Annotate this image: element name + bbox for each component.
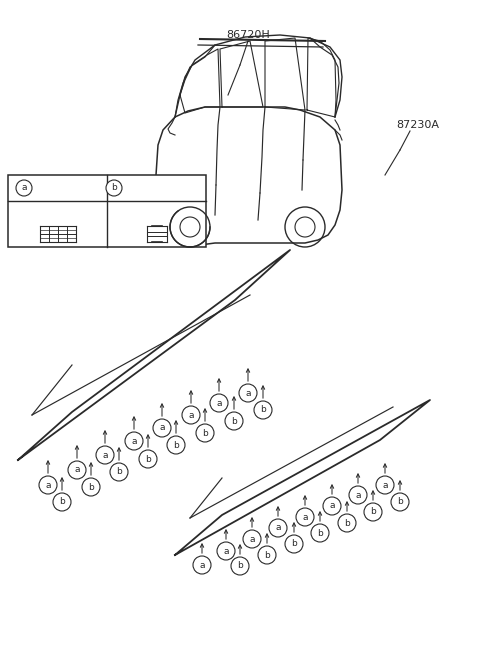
Text: b: b (237, 561, 243, 571)
Text: a: a (188, 411, 194, 419)
Circle shape (338, 514, 356, 532)
Text: b: b (317, 529, 323, 538)
Circle shape (217, 542, 235, 560)
Text: b: b (231, 417, 237, 426)
Text: b: b (291, 540, 297, 548)
Circle shape (39, 476, 57, 494)
Circle shape (296, 508, 314, 526)
Circle shape (285, 535, 303, 553)
Circle shape (364, 503, 382, 521)
Circle shape (391, 493, 409, 511)
Circle shape (239, 384, 257, 402)
Text: a: a (74, 466, 80, 474)
Circle shape (193, 556, 211, 574)
Text: a: a (199, 561, 205, 569)
Text: 86725C: 86725C (36, 183, 76, 193)
Bar (8, 175, 206, 247)
Circle shape (96, 446, 114, 464)
Text: 87232A: 87232A (126, 183, 166, 193)
Circle shape (269, 519, 287, 537)
Circle shape (243, 530, 261, 548)
Circle shape (167, 436, 185, 454)
Circle shape (258, 546, 276, 564)
Text: b: b (264, 550, 270, 559)
Circle shape (225, 412, 243, 430)
Text: b: b (202, 428, 208, 438)
Text: a: a (302, 512, 308, 521)
Circle shape (254, 401, 272, 419)
Text: a: a (223, 546, 229, 555)
Text: a: a (382, 481, 388, 489)
Text: 86720H: 86720H (226, 30, 270, 40)
Circle shape (68, 461, 86, 479)
Text: b: b (370, 508, 376, 517)
Text: b: b (344, 519, 350, 527)
Text: a: a (21, 183, 27, 193)
Circle shape (106, 180, 122, 196)
Text: b: b (116, 468, 122, 476)
Circle shape (53, 493, 71, 511)
Circle shape (311, 524, 329, 542)
Circle shape (349, 486, 367, 504)
Text: a: a (275, 523, 281, 533)
Text: a: a (131, 436, 137, 445)
Text: b: b (145, 455, 151, 464)
Circle shape (139, 450, 157, 468)
Text: a: a (159, 424, 165, 432)
Text: 87230A: 87230A (396, 120, 440, 130)
Circle shape (196, 424, 214, 442)
Text: b: b (173, 441, 179, 449)
Text: a: a (249, 534, 255, 544)
Text: a: a (102, 451, 108, 460)
Circle shape (210, 394, 228, 412)
Circle shape (376, 476, 394, 494)
Text: b: b (111, 183, 117, 193)
Circle shape (82, 478, 100, 496)
Text: b: b (88, 483, 94, 491)
Text: b: b (260, 405, 266, 415)
Text: a: a (45, 481, 51, 489)
Circle shape (153, 419, 171, 437)
Text: a: a (216, 398, 222, 407)
Circle shape (125, 432, 143, 450)
Circle shape (182, 406, 200, 424)
Text: b: b (397, 498, 403, 506)
Text: a: a (355, 491, 361, 500)
Text: a: a (245, 388, 251, 398)
Text: b: b (59, 498, 65, 506)
Circle shape (110, 463, 128, 481)
Circle shape (231, 557, 249, 575)
Text: a: a (329, 502, 335, 510)
Circle shape (16, 180, 32, 196)
Circle shape (323, 497, 341, 515)
